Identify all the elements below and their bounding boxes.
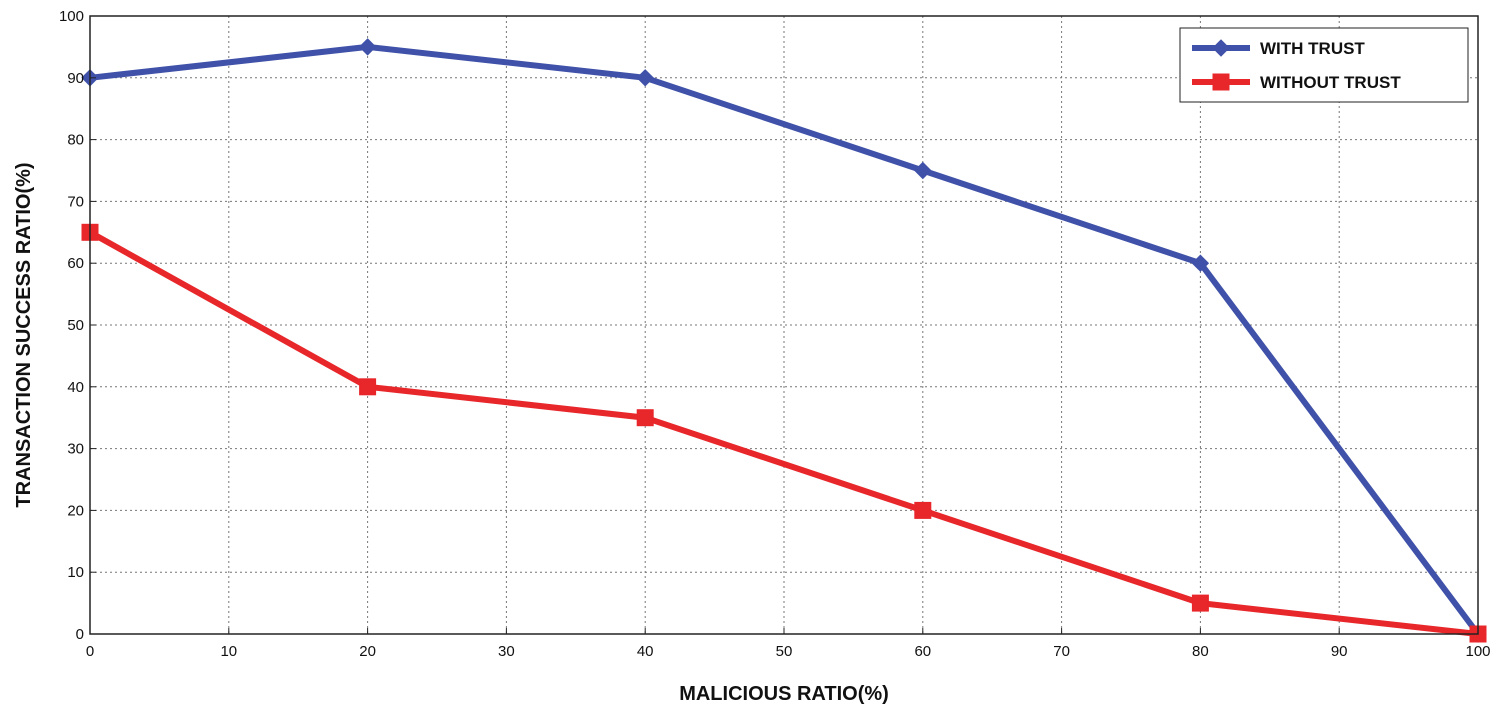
y-tick-label: 30	[67, 441, 84, 458]
legend-label-without-trust: WITHOUT TRUST	[1260, 73, 1401, 92]
data-point-without-trust	[1191, 594, 1209, 612]
x-tick-label: 10	[220, 643, 237, 660]
data-point-without-trust	[359, 378, 377, 396]
x-tick-label: 90	[1331, 643, 1348, 660]
y-tick-label: 50	[67, 317, 84, 334]
x-tick-label: 100	[1465, 643, 1490, 660]
y-tick-label: 20	[67, 502, 84, 519]
x-tick-label: 30	[498, 643, 515, 660]
series-line-with-trust	[89, 43, 1481, 636]
y-tick-label: 80	[67, 132, 84, 149]
x-axis-label: MALICIOUS RATIO(%)	[679, 683, 889, 705]
data-point-with-trust	[636, 69, 654, 87]
y-axis-label: TRANSACTION SUCCESS RATIO(%)	[13, 162, 35, 507]
ticks: 0 10 20 30 40 50 60 70 80 90 100 0 10 20 30 40 50 60 70 80 9…	[59, 8, 1491, 660]
x-tick-label: 20	[359, 643, 376, 660]
data-point-without-trust	[914, 501, 932, 519]
data-point-with-trust	[358, 38, 377, 56]
y-tick-label: 70	[67, 193, 84, 210]
legend-marker-without-trust	[1212, 73, 1230, 91]
y-tick-label: 90	[67, 70, 84, 87]
legend-item-with-trust: WITH TRUST	[1192, 39, 1365, 58]
x-tick-label: 50	[776, 643, 793, 660]
x-tick-label: 60	[914, 643, 931, 660]
x-tick-label: 40	[637, 643, 654, 660]
legend-label-with-trust: WITH TRUST	[1260, 39, 1365, 58]
y-tick-label: 40	[67, 379, 84, 396]
legend-marker-with-trust	[1212, 39, 1230, 57]
y-tick-label: 0	[76, 626, 84, 643]
y-tick-label: 10	[67, 564, 84, 581]
y-tick-label: 100	[59, 8, 84, 25]
y-tick-label: 60	[67, 255, 84, 272]
x-tick-label: 0	[86, 643, 94, 660]
legend: WITH TRUST WITHOUT TRUST	[1179, 27, 1469, 103]
data-point-with-trust	[914, 161, 932, 180]
x-tick-label: 80	[1192, 643, 1209, 660]
legend-item-without-trust: WITHOUT TRUST	[1192, 73, 1401, 92]
series-with-trust	[81, 38, 1487, 643]
data-point-without-trust	[636, 409, 654, 427]
series-layer	[81, 38, 1487, 643]
grid	[90, 16, 1478, 634]
x-tick-label: 70	[1053, 643, 1070, 660]
series-line-without-trust	[88, 229, 1479, 637]
data-point-with-trust	[1191, 254, 1210, 272]
